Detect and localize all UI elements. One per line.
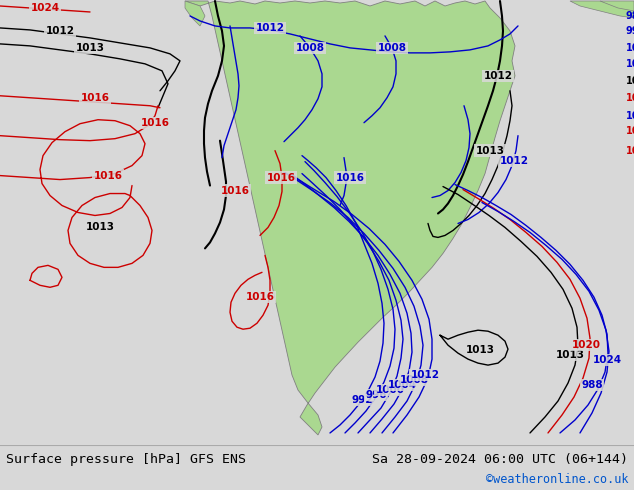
Text: 1016: 1016 bbox=[141, 118, 169, 128]
Text: 1012: 1012 bbox=[46, 26, 75, 36]
Text: 1016: 1016 bbox=[266, 172, 295, 183]
Text: 1020: 1020 bbox=[571, 340, 600, 350]
Text: 1016: 1016 bbox=[93, 171, 122, 181]
Text: 1013: 1013 bbox=[555, 350, 585, 360]
Text: Sa 28-09-2024 06:00 UTC (06+144): Sa 28-09-2024 06:00 UTC (06+144) bbox=[372, 453, 628, 466]
Text: 1016: 1016 bbox=[81, 93, 110, 103]
Text: 1013: 1013 bbox=[465, 345, 495, 355]
Text: 1012: 1012 bbox=[500, 156, 529, 166]
Text: 996: 996 bbox=[365, 390, 387, 400]
Text: 1024: 1024 bbox=[626, 111, 634, 121]
Polygon shape bbox=[600, 1, 634, 11]
Text: ©weatheronline.co.uk: ©weatheronline.co.uk bbox=[486, 473, 628, 487]
Text: 1012: 1012 bbox=[256, 23, 285, 33]
Text: 1012: 1012 bbox=[484, 71, 512, 81]
Text: 992: 992 bbox=[351, 395, 373, 405]
Text: 1016: 1016 bbox=[245, 292, 275, 302]
Polygon shape bbox=[185, 1, 515, 435]
Text: 101: 101 bbox=[626, 125, 634, 136]
Polygon shape bbox=[570, 1, 634, 18]
Polygon shape bbox=[185, 1, 205, 26]
Text: 1024: 1024 bbox=[592, 355, 621, 365]
Text: 988: 988 bbox=[581, 380, 603, 390]
Text: 1004: 1004 bbox=[626, 43, 634, 53]
Text: 992: 992 bbox=[626, 26, 634, 36]
Text: Surface pressure [hPa] GFS ENS: Surface pressure [hPa] GFS ENS bbox=[6, 453, 246, 466]
Text: 988: 988 bbox=[626, 11, 634, 21]
Text: 102: 102 bbox=[626, 146, 634, 156]
Text: 1008: 1008 bbox=[377, 43, 406, 53]
Text: 1024: 1024 bbox=[30, 3, 60, 13]
Text: 1013: 1013 bbox=[75, 43, 105, 53]
Text: 1012: 1012 bbox=[410, 370, 439, 380]
Text: 1020: 1020 bbox=[626, 93, 634, 103]
Text: 1004: 1004 bbox=[387, 380, 417, 390]
Text: 1013: 1013 bbox=[86, 222, 115, 232]
Text: 1013: 1013 bbox=[626, 76, 634, 86]
Text: 1000: 1000 bbox=[375, 385, 404, 395]
Text: 1008: 1008 bbox=[295, 43, 325, 53]
Text: 1008: 1008 bbox=[399, 375, 429, 385]
Text: 1008: 1008 bbox=[626, 59, 634, 69]
Text: 1013: 1013 bbox=[476, 146, 505, 156]
Text: 1016: 1016 bbox=[221, 186, 250, 196]
Text: 1016: 1016 bbox=[335, 172, 365, 183]
